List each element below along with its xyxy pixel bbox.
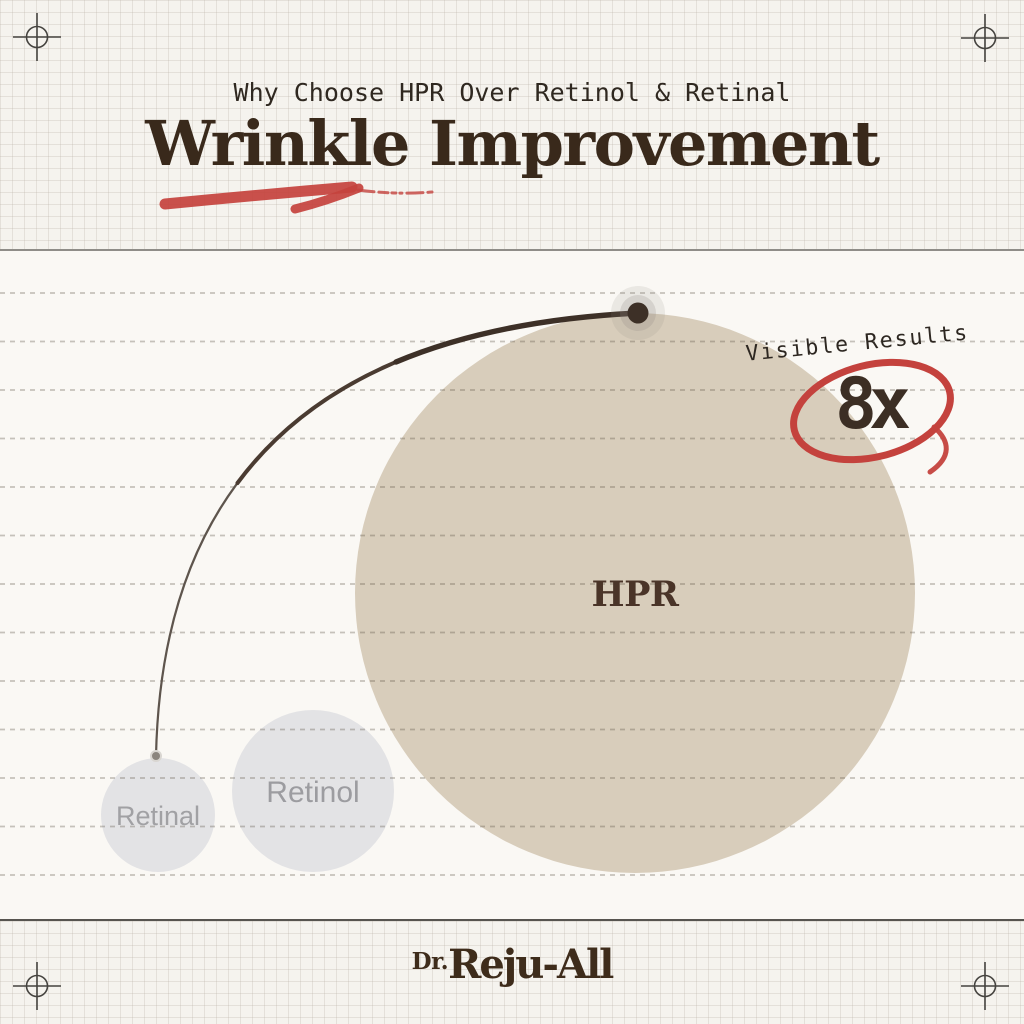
registration-mark-icon [13, 962, 61, 1010]
header-section: Why Choose HPR Over Retinol & Retinal Wr… [0, 0, 1024, 251]
scribble-tail-icon [927, 424, 949, 475]
dashed-guide-lines [0, 292, 1024, 876]
bubble-hpr [355, 313, 915, 873]
arc-end-marker [611, 286, 665, 340]
bubble-label-retinal: Retinal [116, 801, 200, 831]
kicker-text: Why Choose HPR Over Retinol & Retinal [233, 78, 791, 107]
registration-mark-icon [961, 962, 1009, 1010]
arc-start-dot [150, 750, 162, 762]
footer-section: Dr. Reju-All [0, 919, 1024, 1024]
comparison-section: HPR Retinol Retinal Visible Results 8x [0, 251, 1024, 919]
bubble-retinal [101, 758, 215, 872]
registration-mark-icon [13, 13, 61, 61]
page-title: Wrinkle Improvement [145, 107, 880, 180]
title-underline-scribble-icon [159, 181, 434, 214]
bubble-label-hpr: HPR [592, 574, 680, 615]
bubble-label-retinol: Retinol [266, 776, 359, 809]
bubble-comparison-svg: HPR Retinol Retinal Visible Results 8x [0, 286, 1024, 876]
multiplier-value: 8x [835, 363, 910, 445]
growth-arc [154, 310, 641, 758]
brand-name: Reju-All [448, 941, 614, 988]
brand-logo: Dr. Reju-All [0, 921, 1024, 985]
visible-results-label: Visible Results [745, 320, 971, 366]
brand-prefix: Dr. [411, 948, 449, 975]
registration-mark-icon [961, 14, 1009, 62]
multiplier-circle-scribble-icon [790, 358, 954, 464]
bubble-retinol [232, 710, 394, 872]
